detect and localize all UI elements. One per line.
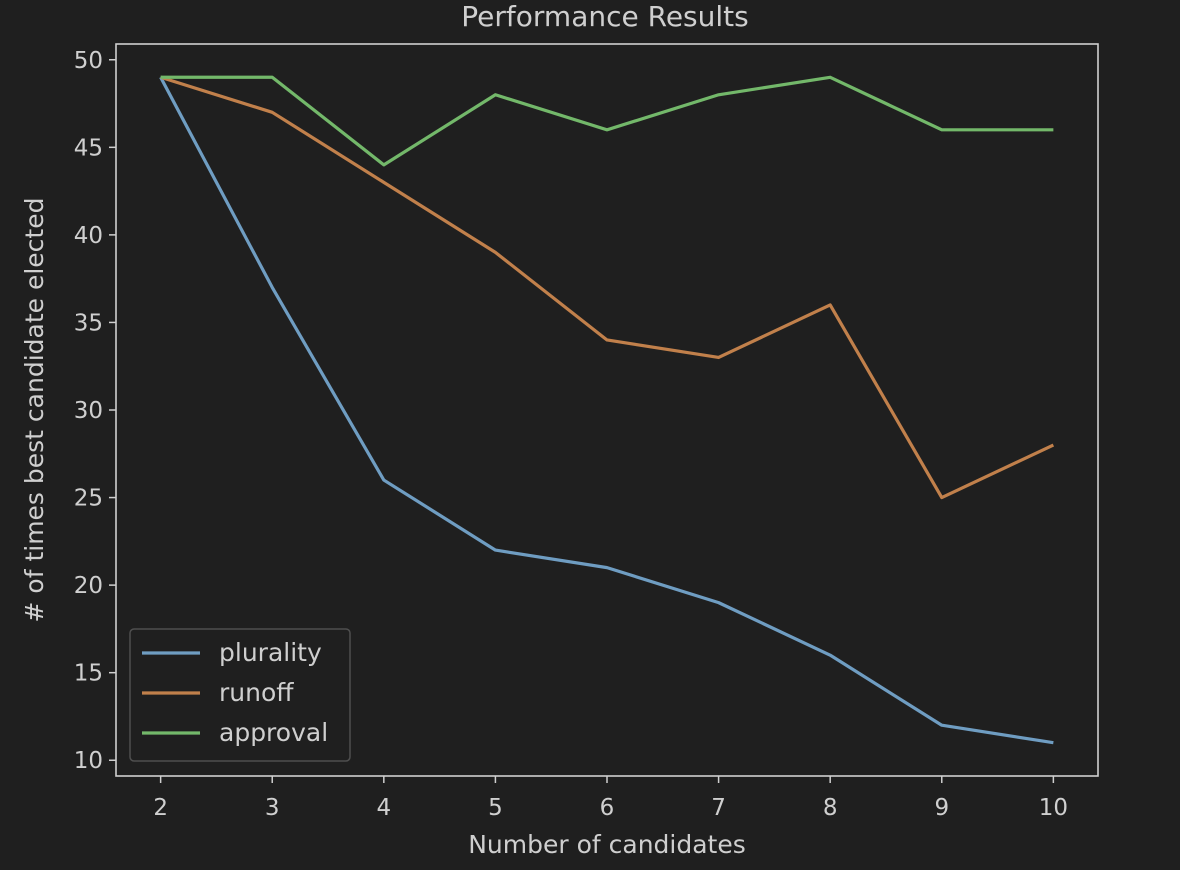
x-axis-label: Number of candidates <box>468 830 746 859</box>
x-tick-label: 8 <box>823 795 838 821</box>
x-tick-label: 6 <box>600 795 615 821</box>
series-line-approval <box>160 75 1054 167</box>
y-tick-label: 40 <box>74 223 103 249</box>
y-tick-label: 35 <box>74 310 103 336</box>
x-tick-label: 3 <box>265 795 280 821</box>
legend-label-approval: approval <box>219 718 328 747</box>
x-tick-label: 7 <box>711 795 726 821</box>
y-tick-label: 30 <box>74 398 103 424</box>
y-tick-label: 25 <box>74 486 103 512</box>
y-tick-label: 50 <box>74 48 103 74</box>
x-tick-label: 9 <box>934 795 949 821</box>
legend-label-plurality: plurality <box>219 638 322 667</box>
y-axis-label: # of times best candidate elected <box>20 198 49 623</box>
series-line-runoff <box>160 75 1055 500</box>
series-line-plurality <box>159 76 1054 745</box>
x-tick-label: 2 <box>153 795 168 821</box>
legend-box <box>129 628 351 762</box>
x-axis: 2 3 4 5 6 7 8 9 10 <box>153 776 1068 821</box>
legend-label-runoff: runoff <box>219 678 294 707</box>
chart-title: Performance Results <box>461 0 748 33</box>
legend: plurality runoff approval <box>129 628 351 762</box>
y-tick-label: 15 <box>74 661 103 687</box>
x-tick-label: 4 <box>376 795 391 821</box>
y-tick-label: 10 <box>74 748 103 774</box>
series-layer <box>159 75 1055 745</box>
y-tick-label: 45 <box>74 135 103 161</box>
x-tick-label: 10 <box>1039 795 1068 821</box>
x-tick-label: 5 <box>488 795 503 821</box>
y-axis: 10 15 20 25 30 35 40 45 50 <box>74 48 116 774</box>
y-tick-label: 20 <box>74 573 103 599</box>
